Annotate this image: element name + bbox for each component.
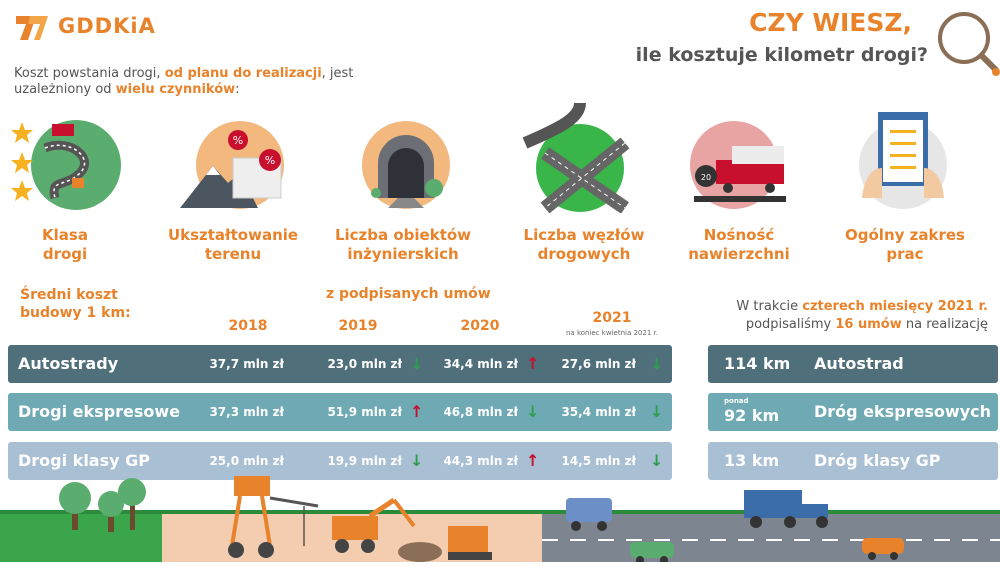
svg-text:%: % bbox=[265, 154, 275, 167]
cost-cell: 23,0 mln zł bbox=[327, 357, 402, 371]
summary-km: 92 km bbox=[724, 406, 780, 425]
logo bbox=[14, 12, 50, 44]
cost-cell: 25,0 mln zł bbox=[209, 454, 284, 468]
summary-prefix: ponad bbox=[724, 397, 749, 405]
svg-text:20: 20 bbox=[701, 173, 711, 182]
cost-cell: 44,3 mln zł bbox=[443, 454, 518, 468]
terrain-icon: % % bbox=[178, 118, 293, 213]
year-header: 2021 bbox=[592, 310, 632, 326]
trend-down-icon: ↓ bbox=[650, 451, 664, 470]
trend-down-icon: ↓ bbox=[650, 402, 664, 421]
tunnel-icon bbox=[356, 118, 456, 213]
trend-down-icon: ↓ bbox=[410, 451, 424, 470]
table-row: Autostrady 37,7 mln zł 23,0 mln zł ↓ 34,… bbox=[8, 345, 672, 383]
factor-label: Ukształtowanie terenu bbox=[167, 226, 299, 263]
trend-up-icon: ↑ bbox=[526, 354, 540, 373]
interchange-icon bbox=[520, 98, 640, 214]
year-header: 2019 bbox=[338, 318, 378, 334]
cost-cell: 51,9 mln zł bbox=[327, 405, 402, 419]
cost-cell: 37,7 mln zł bbox=[209, 357, 284, 371]
trend-down-icon: ↓ bbox=[650, 354, 664, 373]
cost-cell: 46,8 mln zł bbox=[443, 405, 518, 419]
factor-label: Klasa drogi bbox=[42, 226, 88, 263]
summary-road-type: Dróg ekspresowych bbox=[814, 402, 991, 421]
table-row: Drogi klasy GP 25,0 mln zł 19,9 mln zł ↓… bbox=[8, 442, 672, 480]
cost-cell: 37,3 mln zł bbox=[209, 405, 284, 419]
row-name: Drogi klasy GP bbox=[18, 451, 150, 470]
question-subline: ile kosztuje kilometr drogi? bbox=[635, 44, 928, 66]
road-class-icon bbox=[10, 118, 125, 213]
question-headline: CZY WIESZ, bbox=[749, 8, 912, 37]
table-row: Drogi ekspresowe 37,3 mln zł 51,9 mln zł… bbox=[8, 393, 672, 431]
summary-road-type: Dróg klasy GP bbox=[814, 451, 941, 470]
year-header: 2018 bbox=[228, 318, 268, 334]
summary-km: 114 km bbox=[724, 354, 791, 373]
trend-down-icon: ↓ bbox=[526, 402, 540, 421]
row-name: Autostrady bbox=[18, 354, 119, 373]
year-header: 2020 bbox=[460, 318, 500, 334]
logo-text: GDDKiA bbox=[58, 14, 156, 38]
factor-label: Nośność nawierzchni bbox=[688, 226, 790, 263]
construction-scene bbox=[0, 476, 1000, 564]
cost-cell: 35,4 mln zł bbox=[561, 405, 636, 419]
summary-road-type: Autostrad bbox=[814, 354, 904, 373]
avg-cost-label: Średni koszt budowy 1 km: bbox=[20, 287, 131, 321]
truck-weight-icon: 20 bbox=[686, 118, 796, 213]
year-note: na koniec kwietnia 2021 r. bbox=[566, 329, 658, 337]
svg-text:%: % bbox=[233, 134, 243, 147]
intro-text: Koszt powstania drogi, od planu do reali… bbox=[14, 66, 354, 97]
summary-row: ponad 92 km Dróg ekspresowych bbox=[708, 393, 998, 431]
factor-label: Liczba obiektów inżynierskich bbox=[334, 226, 472, 263]
magnifier-icon bbox=[930, 8, 1000, 78]
trend-down-icon: ↓ bbox=[410, 354, 424, 373]
trend-up-icon: ↑ bbox=[410, 402, 424, 421]
summary-row: 114 km Autostrad bbox=[708, 345, 998, 383]
contracts-label: z podpisanych umów bbox=[326, 286, 491, 302]
cost-cell: 27,6 mln zł bbox=[561, 357, 636, 371]
cost-cell: 19,9 mln zł bbox=[327, 454, 402, 468]
factor-label: Liczba węzłów drogowych bbox=[523, 226, 645, 263]
trend-up-icon: ↑ bbox=[526, 451, 540, 470]
gddkia-logo-icon bbox=[16, 16, 48, 40]
summary-row: 13 km Dróg klasy GP bbox=[708, 442, 998, 480]
summary-note: W trakcie czterech miesięcy 2021 r. podp… bbox=[736, 299, 988, 332]
clipboard-icon bbox=[848, 108, 958, 213]
row-name: Drogi ekspresowe bbox=[18, 402, 181, 421]
cost-cell: 34,4 mln zł bbox=[443, 357, 518, 371]
factor-label: Ogólny zakres prac bbox=[845, 226, 965, 263]
summary-km: 13 km bbox=[724, 451, 780, 470]
cost-cell: 14,5 mln zł bbox=[561, 454, 636, 468]
